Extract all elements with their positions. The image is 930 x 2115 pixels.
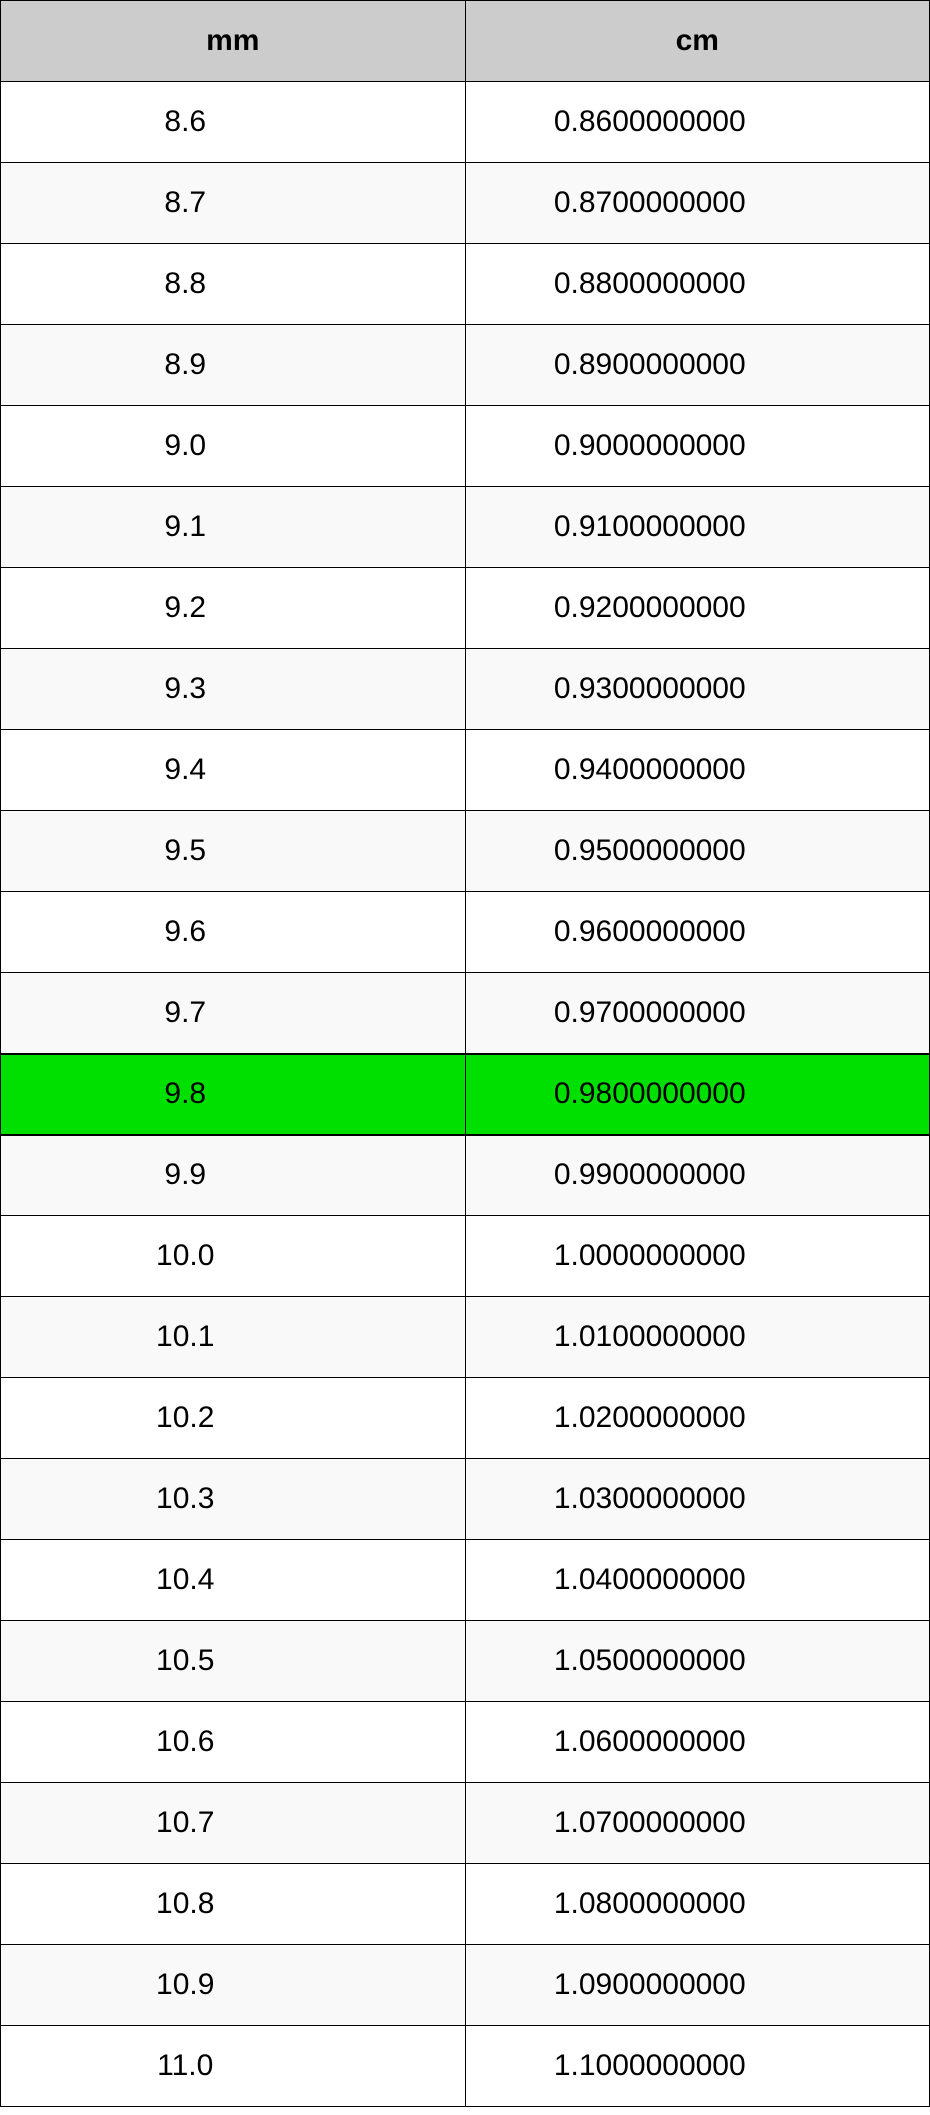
- cell-cm: 0.9900000000: [465, 1135, 930, 1216]
- cell-cm: 1.0000000000: [465, 1216, 930, 1297]
- cell-mm: 10.8: [1, 1864, 466, 1945]
- table-row: 8.60.8600000000: [1, 82, 930, 163]
- cell-mm: 11.0: [1, 2026, 466, 2107]
- cell-mm: 8.6: [1, 82, 466, 163]
- cell-mm: 9.1: [1, 487, 466, 568]
- cell-cm: 0.9600000000: [465, 892, 930, 973]
- table-row: 9.60.9600000000: [1, 892, 930, 973]
- cell-mm: 9.5: [1, 811, 466, 892]
- cell-cm: 0.9700000000: [465, 973, 930, 1054]
- cell-cm: 0.8800000000: [465, 244, 930, 325]
- cell-cm: 1.0400000000: [465, 1540, 930, 1621]
- cell-mm: 10.1: [1, 1297, 466, 1378]
- cell-mm: 8.9: [1, 325, 466, 406]
- table-row: 9.80.9800000000: [1, 1054, 930, 1135]
- column-header-cm: cm: [465, 1, 930, 82]
- cell-cm: 0.8600000000: [465, 82, 930, 163]
- cell-cm: 0.9200000000: [465, 568, 930, 649]
- cell-mm: 9.9: [1, 1135, 466, 1216]
- table-row: 9.40.9400000000: [1, 730, 930, 811]
- cell-mm: 10.0: [1, 1216, 466, 1297]
- conversion-table: mm cm 8.60.86000000008.70.87000000008.80…: [0, 0, 930, 2107]
- column-header-mm: mm: [1, 1, 466, 82]
- table-row: 9.30.9300000000: [1, 649, 930, 730]
- cell-mm: 9.8: [1, 1054, 466, 1135]
- cell-mm: 9.7: [1, 973, 466, 1054]
- table-body: 8.60.86000000008.70.87000000008.80.88000…: [1, 82, 930, 2107]
- cell-cm: 1.0500000000: [465, 1621, 930, 1702]
- cell-cm: 0.9400000000: [465, 730, 930, 811]
- table-row: 8.70.8700000000: [1, 163, 930, 244]
- table-row: 10.31.0300000000: [1, 1459, 930, 1540]
- cell-mm: 10.4: [1, 1540, 466, 1621]
- cell-mm: 10.2: [1, 1378, 466, 1459]
- table-row: 9.00.9000000000: [1, 406, 930, 487]
- cell-cm: 1.0600000000: [465, 1702, 930, 1783]
- cell-mm: 8.8: [1, 244, 466, 325]
- table-row: 8.80.8800000000: [1, 244, 930, 325]
- cell-mm: 9.0: [1, 406, 466, 487]
- cell-cm: 0.9300000000: [465, 649, 930, 730]
- table-header-row: mm cm: [1, 1, 930, 82]
- table-row: 10.51.0500000000: [1, 1621, 930, 1702]
- table-row: 10.61.0600000000: [1, 1702, 930, 1783]
- cell-cm: 1.0900000000: [465, 1945, 930, 2026]
- cell-cm: 1.0300000000: [465, 1459, 930, 1540]
- cell-cm: 1.0700000000: [465, 1783, 930, 1864]
- cell-mm: 9.3: [1, 649, 466, 730]
- table-row: 9.10.9100000000: [1, 487, 930, 568]
- table-row: 10.01.0000000000: [1, 1216, 930, 1297]
- cell-cm: 0.8900000000: [465, 325, 930, 406]
- cell-cm: 0.9000000000: [465, 406, 930, 487]
- table-row: 9.70.9700000000: [1, 973, 930, 1054]
- cell-cm: 0.9800000000: [465, 1054, 930, 1135]
- table-row: 9.90.9900000000: [1, 1135, 930, 1216]
- table-row: 10.41.0400000000: [1, 1540, 930, 1621]
- cell-cm: 1.0100000000: [465, 1297, 930, 1378]
- table-row: 10.91.0900000000: [1, 1945, 930, 2026]
- cell-cm: 1.1000000000: [465, 2026, 930, 2107]
- cell-mm: 9.4: [1, 730, 466, 811]
- cell-mm: 10.5: [1, 1621, 466, 1702]
- cell-mm: 10.3: [1, 1459, 466, 1540]
- cell-mm: 9.6: [1, 892, 466, 973]
- cell-cm: 1.0800000000: [465, 1864, 930, 1945]
- table-row: 9.50.9500000000: [1, 811, 930, 892]
- table-header: mm cm: [1, 1, 930, 82]
- table-row: 9.20.9200000000: [1, 568, 930, 649]
- cell-cm: 0.9500000000: [465, 811, 930, 892]
- table-row: 10.71.0700000000: [1, 1783, 930, 1864]
- table-row: 10.21.0200000000: [1, 1378, 930, 1459]
- table-row: 10.11.0100000000: [1, 1297, 930, 1378]
- cell-mm: 10.6: [1, 1702, 466, 1783]
- table-row: 8.90.8900000000: [1, 325, 930, 406]
- cell-mm: 10.7: [1, 1783, 466, 1864]
- cell-cm: 0.8700000000: [465, 163, 930, 244]
- cell-mm: 10.9: [1, 1945, 466, 2026]
- table-row: 10.81.0800000000: [1, 1864, 930, 1945]
- table-row: 11.01.1000000000: [1, 2026, 930, 2107]
- cell-mm: 8.7: [1, 163, 466, 244]
- cell-cm: 0.9100000000: [465, 487, 930, 568]
- cell-cm: 1.0200000000: [465, 1378, 930, 1459]
- cell-mm: 9.2: [1, 568, 466, 649]
